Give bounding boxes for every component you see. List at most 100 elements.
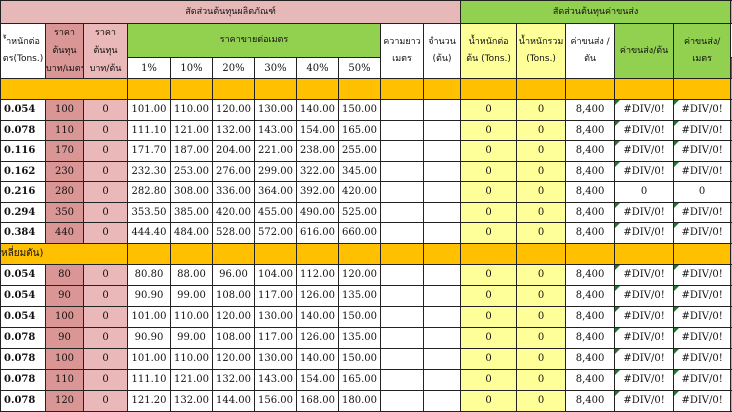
cell[interactable]: 8,400 xyxy=(565,389,616,412)
cell[interactable]: 0 xyxy=(460,347,518,370)
section-label[interactable] xyxy=(0,78,128,100)
cell[interactable]: 90.90 xyxy=(127,326,171,349)
cell[interactable]: 90 xyxy=(45,284,84,307)
cell[interactable]: #DIV/0! xyxy=(614,305,675,328)
cell[interactable]: 156.00 xyxy=(254,389,297,412)
cell[interactable]: #DIV/0! xyxy=(673,305,732,328)
cell[interactable]: 0 xyxy=(673,181,732,203)
cell[interactable]: 353.50 xyxy=(127,201,171,223)
cell[interactable]: 204.00 xyxy=(212,140,255,162)
cell[interactable]: 100 xyxy=(45,347,84,370)
cell[interactable]: 299.00 xyxy=(254,160,297,182)
markup-header[interactable]: 30% xyxy=(254,57,297,79)
product-cost-group-header[interactable]: สัดส่วนต้นทุนผลิตภัณฑ์ xyxy=(0,0,462,24)
cell[interactable]: 0.078 xyxy=(0,347,46,370)
cell[interactable]: 8,400 xyxy=(565,305,616,328)
cell[interactable] xyxy=(422,140,462,162)
cell[interactable]: 0 xyxy=(460,389,518,412)
cell[interactable]: 100 xyxy=(45,305,84,328)
cell[interactable] xyxy=(422,201,462,223)
cell[interactable]: 455.00 xyxy=(254,201,297,223)
cell[interactable]: 0 xyxy=(460,181,518,203)
cell[interactable]: 110 xyxy=(45,368,84,391)
cell[interactable] xyxy=(212,242,255,265)
cell[interactable] xyxy=(614,242,675,265)
cell[interactable]: 0.078 xyxy=(0,368,46,391)
cell[interactable]: 0 xyxy=(516,284,567,307)
cell[interactable]: 616.00 xyxy=(296,222,339,244)
cell[interactable] xyxy=(565,78,616,100)
cell[interactable]: 150.00 xyxy=(338,305,381,328)
cell[interactable]: #DIV/0! xyxy=(673,284,732,307)
cell[interactable] xyxy=(422,160,462,182)
cell[interactable]: 143.00 xyxy=(254,119,297,141)
cell[interactable]: 0 xyxy=(83,347,128,370)
cell[interactable]: 130.00 xyxy=(254,99,297,121)
cell[interactable]: #DIV/0! xyxy=(673,347,732,370)
cell[interactable]: 120.00 xyxy=(212,347,255,370)
cell[interactable]: #DIV/0! xyxy=(614,389,675,412)
cell[interactable]: 99.00 xyxy=(170,284,213,307)
cell[interactable]: 120 xyxy=(45,389,84,412)
cell[interactable]: 660.00 xyxy=(338,222,381,244)
cell[interactable] xyxy=(565,242,616,265)
cell[interactable]: 101.00 xyxy=(127,99,171,121)
cell[interactable]: 126.00 xyxy=(296,326,339,349)
cell[interactable] xyxy=(380,305,424,328)
cell[interactable]: 440 xyxy=(45,222,84,244)
cell[interactable]: 0 xyxy=(516,368,567,391)
cell[interactable]: #DIV/0! xyxy=(614,326,675,349)
cell[interactable]: #DIV/0! xyxy=(673,222,732,244)
cell[interactable]: 187.00 xyxy=(170,140,213,162)
markup-header[interactable]: 40% xyxy=(296,57,339,79)
cell[interactable]: 420.00 xyxy=(212,201,255,223)
cell[interactable] xyxy=(422,326,462,349)
cell[interactable]: 8,400 xyxy=(565,326,616,349)
cell[interactable] xyxy=(516,78,567,100)
cell[interactable]: 0 xyxy=(83,201,128,223)
cell[interactable] xyxy=(338,78,381,100)
cell[interactable] xyxy=(422,368,462,391)
cell[interactable]: 420.00 xyxy=(338,181,381,203)
cell[interactable]: 0.054 xyxy=(0,99,46,121)
cell[interactable] xyxy=(127,78,171,100)
cell[interactable]: 0.294 xyxy=(0,201,46,223)
cell[interactable]: 132.00 xyxy=(170,389,213,412)
cell[interactable]: 8,400 xyxy=(565,160,616,182)
weight-per-piece-header[interactable]: น้ำหนักต่อ ต้น (Tons.) xyxy=(460,23,518,79)
cell[interactable] xyxy=(422,78,462,100)
cell[interactable] xyxy=(422,305,462,328)
cell[interactable]: 0 xyxy=(516,326,567,349)
cell[interactable]: 392.00 xyxy=(296,181,339,203)
length-header[interactable]: ความยาว เมตร xyxy=(380,23,424,79)
cell[interactable]: 135.00 xyxy=(338,326,381,349)
cell[interactable] xyxy=(254,78,297,100)
cell[interactable]: #DIV/0! xyxy=(614,284,675,307)
cell[interactable]: 0 xyxy=(516,140,567,162)
cell[interactable]: 90 xyxy=(45,326,84,349)
cell[interactable]: 336.00 xyxy=(212,181,255,203)
cell[interactable]: 572.00 xyxy=(254,222,297,244)
cell[interactable]: 121.00 xyxy=(170,119,213,141)
cell[interactable] xyxy=(296,78,339,100)
cell[interactable] xyxy=(380,222,424,244)
cell[interactable]: 0 xyxy=(460,160,518,182)
cell[interactable]: 110.00 xyxy=(170,347,213,370)
cell[interactable]: 0 xyxy=(614,181,675,203)
cell[interactable]: #DIV/0! xyxy=(673,389,732,412)
cell[interactable]: 308.00 xyxy=(170,181,213,203)
cell[interactable]: #DIV/0! xyxy=(614,263,675,286)
cell[interactable]: 170 xyxy=(45,140,84,162)
cell[interactable]: 88.00 xyxy=(170,263,213,286)
cell[interactable]: #DIV/0! xyxy=(614,201,675,223)
cell[interactable]: 0.078 xyxy=(0,326,46,349)
cell[interactable] xyxy=(422,119,462,141)
cell[interactable] xyxy=(380,326,424,349)
cell[interactable] xyxy=(380,347,424,370)
cell[interactable]: 120.00 xyxy=(338,263,381,286)
markup-header[interactable]: 10% xyxy=(170,57,213,79)
cell[interactable]: 0.216 xyxy=(0,181,46,203)
markup-header[interactable]: 1% xyxy=(127,57,171,79)
cell[interactable]: 0 xyxy=(516,305,567,328)
cell[interactable]: 0.078 xyxy=(0,119,46,141)
